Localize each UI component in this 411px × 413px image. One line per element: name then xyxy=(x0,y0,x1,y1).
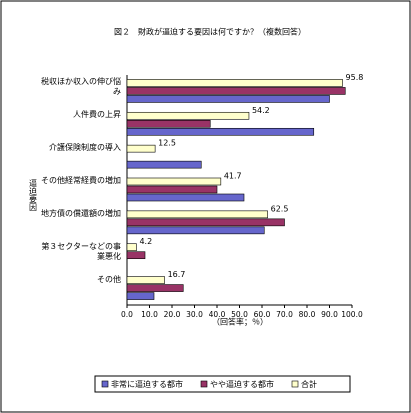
bar xyxy=(126,185,218,194)
x-tick-label: 90.0 xyxy=(321,310,338,319)
bar xyxy=(126,292,155,300)
legend-box xyxy=(94,375,351,393)
x-tick-label: 30.0 xyxy=(186,310,203,319)
y-tick-label: その他 xyxy=(97,274,121,284)
bar xyxy=(126,111,250,120)
bar xyxy=(126,226,265,235)
y-tick-label: 第３セクターなどの事業悪化 xyxy=(41,241,121,261)
x-tick-label: 20.0 xyxy=(164,310,181,319)
y-tick-label: 介護保険制度の導入 xyxy=(49,143,121,153)
bar xyxy=(126,177,222,186)
data-label: 4.2 xyxy=(139,237,152,246)
x-tick-label: 80.0 xyxy=(299,310,316,319)
data-label: 54.2 xyxy=(252,106,270,115)
bar xyxy=(126,243,137,252)
bar xyxy=(126,87,346,95)
data-label: 16.7 xyxy=(168,270,186,279)
bar xyxy=(126,119,211,128)
bar xyxy=(126,276,165,284)
legend-swatch xyxy=(101,380,109,388)
y-tick-label: その他経常経費の増加 xyxy=(41,176,121,185)
data-label: 41.7 xyxy=(224,172,242,181)
bar xyxy=(126,144,156,153)
legend-swatch xyxy=(200,380,208,388)
x-tick-label: 0.0 xyxy=(121,310,133,319)
data-label: 12.5 xyxy=(158,139,176,148)
bar xyxy=(126,95,330,103)
x-tick-label: 70.0 xyxy=(276,310,293,319)
y-tick-label: 税収ほか収入の伸び悩み xyxy=(41,77,121,97)
data-label: 95.8 xyxy=(346,73,364,82)
bar xyxy=(126,284,184,292)
chart-title: 図２ 財政が逼迫する要因は何ですか？（複数回答） xyxy=(114,27,306,37)
bar xyxy=(126,127,315,136)
data-label: 62.5 xyxy=(271,204,289,213)
y-axis-label: 逼迫要因 xyxy=(29,179,38,212)
bar xyxy=(126,210,268,219)
y-tick-label: 地方債の償還額の増加 xyxy=(41,208,121,218)
bar xyxy=(126,218,285,227)
x-tick-label: 50.0 xyxy=(231,310,248,319)
legend-label: やや逼迫する都市 xyxy=(210,379,274,389)
legend-swatch xyxy=(291,380,299,388)
x-axis-label: （回答率；％） xyxy=(212,317,268,327)
legend-label: 非常に逼迫する都市 xyxy=(111,379,183,389)
legend-label: 合計 xyxy=(301,379,317,389)
bar xyxy=(126,251,146,260)
x-tick-label: 40.0 xyxy=(209,310,226,319)
bar xyxy=(126,160,202,169)
bar xyxy=(126,193,245,202)
bar xyxy=(126,79,343,87)
x-tick-label: 60.0 xyxy=(254,310,271,319)
x-tick-label: 10.0 xyxy=(141,310,158,319)
x-tick-label: 100.0 xyxy=(341,310,363,319)
y-tick-label: 人件費の上昇 xyxy=(73,110,121,120)
